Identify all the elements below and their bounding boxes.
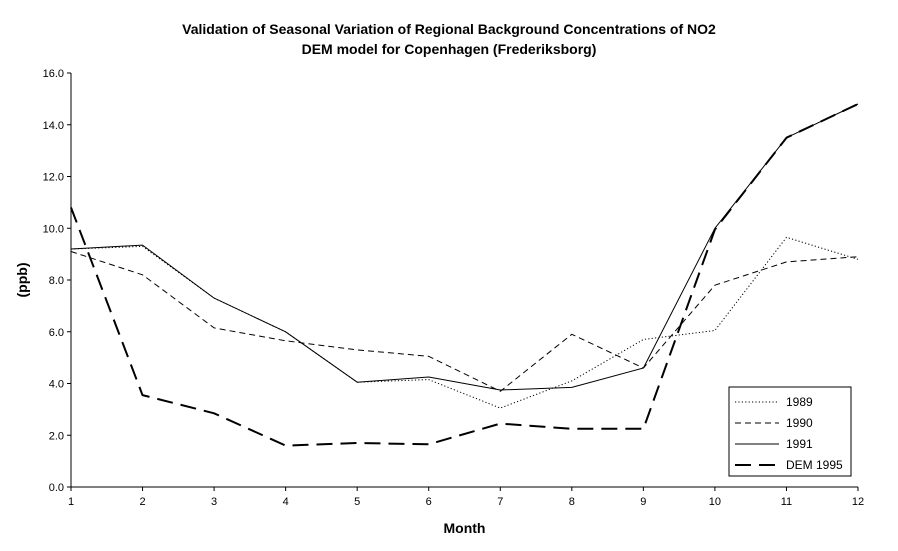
- x-tick-label: 8: [569, 496, 575, 508]
- x-tick-label: 9: [640, 496, 646, 508]
- x-tick-label: 10: [709, 496, 721, 508]
- x-tick-label: 1: [68, 496, 74, 508]
- y-tick-label: 16.0: [43, 68, 64, 80]
- x-tick-label: 2: [139, 496, 145, 508]
- series-line-1990: [70, 251, 859, 392]
- legend-label: 1989: [786, 395, 813, 409]
- y-tick-label: 14.0: [43, 120, 64, 132]
- x-tick-label: 6: [426, 496, 432, 508]
- y-tick-label: 10.0: [43, 223, 64, 235]
- y-tick-label: 12.0: [43, 172, 64, 184]
- x-tick-label: 4: [283, 496, 289, 508]
- legend-label: DEM 1995: [786, 458, 843, 472]
- x-tick-label: 11: [781, 496, 792, 508]
- y-tick-label: 8.0: [49, 275, 64, 287]
- chart-subtitle: DEM model for Copenhagen (Frederiksborg): [301, 41, 597, 57]
- y-tick-label: 2.0: [49, 430, 64, 442]
- series-line-1991: [70, 103, 859, 391]
- x-tick-label: 12: [852, 496, 864, 508]
- y-tick-label: 6.0: [49, 327, 64, 339]
- x-tick-label: 5: [354, 496, 360, 508]
- y-axis-title: (ppb): [14, 263, 30, 298]
- series-line-dem-1995: [70, 103, 859, 447]
- legend-label: 1991: [786, 437, 813, 451]
- x-axis-title: Month: [444, 520, 486, 536]
- x-tick-label: 7: [497, 496, 503, 508]
- legend-label: 1990: [786, 416, 813, 430]
- chart-title: Validation of Seasonal Variation of Regi…: [182, 21, 716, 37]
- series-line-1989: [70, 236, 859, 409]
- y-tick-label: 0.0: [49, 482, 64, 494]
- y-tick-label: 4.0: [49, 379, 64, 391]
- x-tick-label: 3: [211, 496, 217, 508]
